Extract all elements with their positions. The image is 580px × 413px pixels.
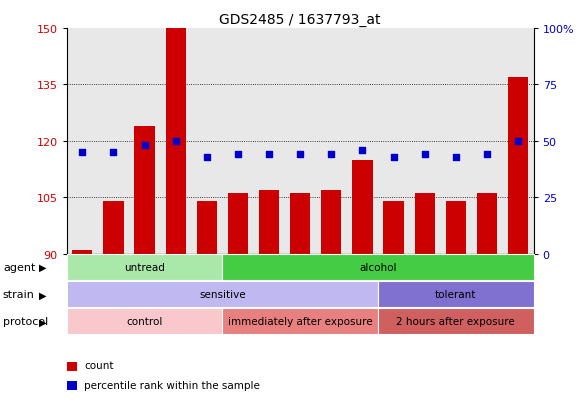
Text: alcohol: alcohol — [359, 262, 397, 273]
Point — [420, 152, 429, 158]
Text: strain: strain — [3, 290, 35, 300]
Bar — [197, 202, 217, 254]
Point — [202, 154, 212, 161]
Point — [78, 150, 87, 156]
Bar — [72, 250, 92, 254]
Text: ▶: ▶ — [39, 290, 46, 300]
Text: sensitive: sensitive — [199, 290, 246, 300]
Bar — [352, 160, 372, 254]
Point — [451, 154, 461, 161]
Bar — [477, 194, 497, 254]
Bar — [321, 190, 342, 254]
Bar — [290, 194, 310, 254]
Bar — [383, 202, 404, 254]
Point — [264, 152, 274, 158]
Text: immediately after exposure: immediately after exposure — [228, 316, 372, 327]
Text: control: control — [126, 316, 163, 327]
Text: percentile rank within the sample: percentile rank within the sample — [84, 380, 260, 390]
Text: ▶: ▶ — [39, 316, 46, 327]
Point — [513, 138, 523, 145]
Bar — [445, 202, 466, 254]
Text: ▶: ▶ — [39, 262, 46, 273]
Point — [358, 147, 367, 154]
Text: 2 hours after exposure: 2 hours after exposure — [396, 316, 515, 327]
Point — [327, 152, 336, 158]
Point — [140, 142, 149, 149]
Bar — [103, 202, 124, 254]
Text: agent: agent — [3, 262, 35, 273]
Bar — [415, 194, 435, 254]
Point — [171, 138, 180, 145]
Point — [483, 152, 492, 158]
Text: count: count — [84, 361, 114, 370]
Bar — [135, 126, 155, 254]
Bar — [259, 190, 279, 254]
Point — [389, 154, 398, 161]
Point — [233, 152, 242, 158]
Text: tolerant: tolerant — [435, 290, 477, 300]
Point — [109, 150, 118, 156]
Bar — [508, 78, 528, 254]
Text: protocol: protocol — [3, 316, 48, 327]
Bar — [228, 194, 248, 254]
Point — [296, 152, 305, 158]
Title: GDS2485 / 1637793_at: GDS2485 / 1637793_at — [219, 12, 381, 26]
Bar — [165, 29, 186, 254]
Text: untread: untread — [124, 262, 165, 273]
